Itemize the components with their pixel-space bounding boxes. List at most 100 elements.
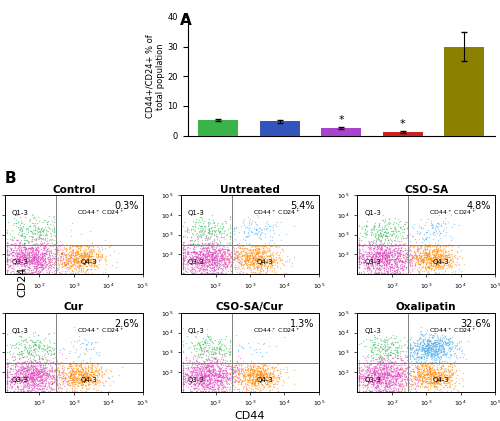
Point bbox=[358, 251, 366, 258]
Point bbox=[452, 262, 460, 269]
Point bbox=[434, 377, 442, 384]
Point bbox=[372, 378, 380, 384]
Point bbox=[2, 244, 10, 251]
Point bbox=[385, 383, 393, 389]
Point bbox=[198, 373, 206, 380]
Point bbox=[74, 258, 82, 264]
Point bbox=[14, 384, 22, 391]
Point bbox=[202, 385, 210, 392]
Point bbox=[418, 257, 426, 264]
Point bbox=[428, 370, 436, 377]
Point bbox=[19, 259, 27, 266]
Point bbox=[86, 372, 94, 378]
Point bbox=[365, 251, 373, 258]
Point bbox=[59, 378, 67, 385]
Point bbox=[210, 344, 218, 351]
Point bbox=[434, 353, 442, 360]
Point bbox=[28, 244, 36, 251]
Point bbox=[422, 341, 430, 347]
Point bbox=[208, 269, 216, 276]
Point bbox=[72, 369, 80, 376]
Point bbox=[22, 372, 30, 378]
Point bbox=[29, 379, 37, 386]
Point bbox=[214, 385, 222, 392]
Point bbox=[428, 368, 436, 375]
Point bbox=[400, 379, 408, 386]
Point bbox=[71, 252, 79, 258]
Point bbox=[179, 379, 187, 386]
Point bbox=[32, 359, 40, 366]
Point bbox=[380, 355, 388, 362]
Point bbox=[13, 261, 21, 267]
Point bbox=[216, 372, 224, 378]
Point bbox=[83, 369, 91, 376]
Point bbox=[244, 376, 252, 383]
Point bbox=[42, 379, 50, 386]
Point bbox=[51, 253, 59, 259]
Point bbox=[424, 269, 432, 276]
Point bbox=[400, 254, 408, 261]
Point bbox=[201, 225, 209, 232]
Point bbox=[432, 380, 440, 386]
Point bbox=[216, 381, 224, 387]
Point bbox=[58, 241, 66, 248]
Point bbox=[251, 255, 259, 261]
Point bbox=[254, 368, 262, 374]
Point bbox=[72, 375, 80, 381]
Point bbox=[252, 225, 260, 232]
Point bbox=[16, 376, 24, 382]
Point bbox=[374, 368, 382, 375]
Point bbox=[406, 252, 414, 258]
Point bbox=[382, 338, 390, 345]
Point bbox=[404, 247, 412, 254]
Point bbox=[370, 366, 378, 373]
Point bbox=[34, 344, 42, 350]
Point bbox=[371, 259, 379, 266]
Point bbox=[392, 377, 400, 384]
Point bbox=[42, 250, 50, 257]
Point bbox=[444, 372, 452, 378]
Point bbox=[207, 253, 215, 260]
Point bbox=[242, 252, 250, 258]
Point bbox=[3, 370, 11, 377]
Point bbox=[428, 341, 436, 347]
Point bbox=[228, 248, 235, 255]
Point bbox=[32, 254, 40, 261]
Point bbox=[364, 371, 372, 378]
Point bbox=[192, 249, 200, 256]
Point bbox=[367, 254, 375, 261]
Point bbox=[97, 362, 105, 369]
Point bbox=[18, 374, 26, 381]
Point bbox=[210, 231, 218, 238]
Point bbox=[26, 387, 34, 394]
Point bbox=[95, 249, 103, 256]
Point bbox=[396, 381, 404, 388]
Point bbox=[179, 376, 187, 383]
Point bbox=[394, 379, 402, 386]
Point bbox=[371, 240, 379, 246]
Point bbox=[184, 234, 192, 240]
Point bbox=[2, 374, 10, 381]
Point bbox=[416, 341, 424, 347]
Point bbox=[424, 380, 432, 386]
Point bbox=[237, 366, 245, 373]
Point bbox=[442, 373, 450, 380]
Point bbox=[36, 376, 44, 383]
Point bbox=[45, 269, 53, 275]
Point bbox=[392, 238, 400, 245]
Point bbox=[18, 330, 25, 336]
Point bbox=[90, 386, 98, 392]
Point bbox=[228, 365, 235, 372]
Point bbox=[258, 370, 266, 377]
Point bbox=[201, 256, 209, 263]
Point bbox=[390, 376, 398, 382]
Point bbox=[66, 260, 74, 266]
Point bbox=[252, 373, 260, 380]
Point bbox=[197, 377, 205, 384]
Point bbox=[179, 325, 187, 331]
Point bbox=[64, 264, 72, 271]
Point bbox=[355, 237, 363, 243]
Point bbox=[88, 249, 96, 256]
Point bbox=[228, 373, 236, 379]
Point bbox=[190, 359, 198, 366]
